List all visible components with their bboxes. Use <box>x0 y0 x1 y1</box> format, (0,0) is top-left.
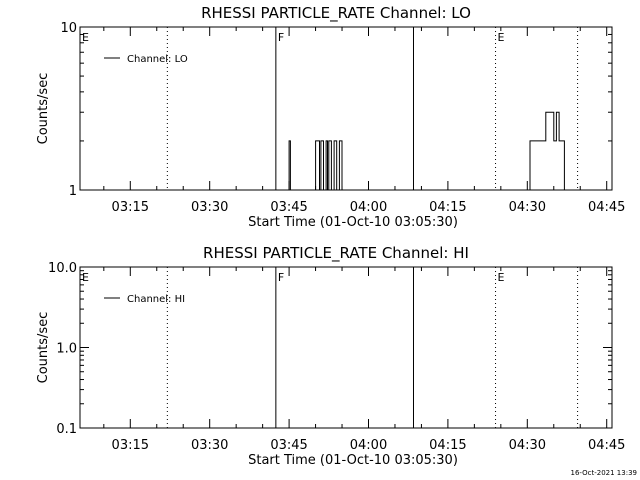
event-marker-label: E <box>498 271 505 284</box>
y-tick-label: 10 <box>60 21 77 36</box>
chart-title: RHESSI PARTICLE_RATE Channel: LO <box>201 4 471 23</box>
legend-entry: Channel: LO <box>127 54 188 65</box>
x-tick-label: 04:30 <box>509 200 546 215</box>
x-tick-label: 03:15 <box>112 200 149 215</box>
plot-frame <box>79 266 613 429</box>
chart-title: RHESSI PARTICLE_RATE Channel: HI <box>203 244 469 263</box>
event-marker-label: F <box>278 31 284 44</box>
x-tick-label: 03:45 <box>270 438 307 453</box>
x-axis-label: Start Time (01-Oct-10 03:05:30) <box>248 453 458 468</box>
panel-1: RHESSI PARTICLE_RATE Channel: LO E F E 03:15… <box>36 4 625 230</box>
x-tick-label: 03:45 <box>270 200 307 215</box>
x-tick-label: 04:45 <box>588 438 625 453</box>
event-marker-label: E <box>82 271 89 284</box>
x-tick-label: 04:00 <box>350 200 387 215</box>
y-tick-label: 0.1 <box>56 422 77 437</box>
x-tick-label: 04:30 <box>509 438 546 453</box>
footer-timestamp: 16-Oct-2021 13:39 <box>571 469 637 477</box>
event-marker-label: F <box>278 271 284 284</box>
plot-frame <box>79 26 613 191</box>
x-tick-label: 04:15 <box>429 200 466 215</box>
x-tick-label: 04:00 <box>350 438 387 453</box>
legend-entry: Channel: HI <box>127 294 185 305</box>
x-axis-label: Start Time (01-Oct-10 03:05:30) <box>248 215 458 230</box>
x-tick-label: 03:30 <box>191 438 228 453</box>
legend: Channel: LO <box>104 54 188 65</box>
panel-2: RHESSI PARTICLE_RATE Channel: HI E F E 03:15… <box>36 244 625 468</box>
x-tick-label: 03:30 <box>191 200 228 215</box>
x-tick-label: 04:15 <box>429 438 466 453</box>
y-tick-label: 1 <box>69 184 77 199</box>
event-marker-label: E <box>498 31 505 44</box>
x-tick-label: 03:15 <box>112 438 149 453</box>
y-axis-label: Counts/sec <box>36 312 51 384</box>
y-tick-label: 10.0 <box>48 261 77 276</box>
y-axis-label: Counts/sec <box>36 73 51 145</box>
legend: Channel: HI <box>104 294 185 305</box>
x-tick-label: 04:45 <box>588 200 625 215</box>
event-marker-label: E <box>82 31 89 44</box>
series-line <box>286 111 565 191</box>
y-tick-label: 1.0 <box>56 342 77 357</box>
